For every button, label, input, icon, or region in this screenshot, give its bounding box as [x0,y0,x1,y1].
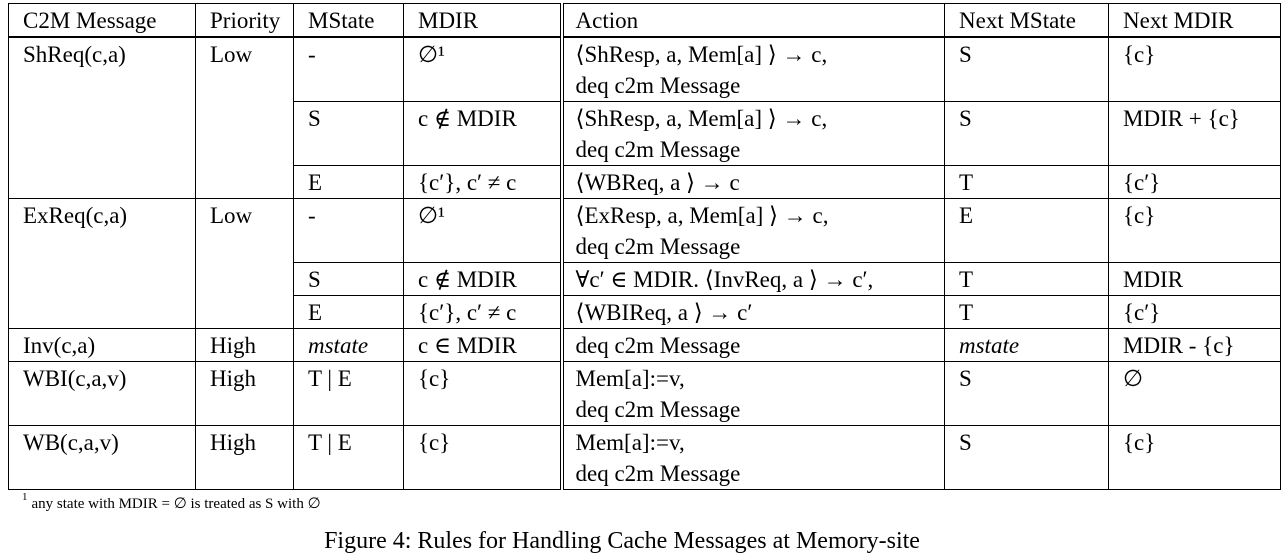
action-cell: ⟨WBReq, a ⟩ → c [559,165,945,199]
action-line: deq c2m Message [575,461,741,486]
mdir-cell: c ∉ MDIR [403,101,562,166]
next-mdir-cell: MDIR - {c} [1108,328,1281,362]
table-row: ExReq(c,a) Low - ∅¹ ⟨ExResp, a, Mem[a] ⟩… [8,198,1281,263]
mstate-cell: mstate [293,328,404,362]
col-header-priority: Priority [195,3,294,38]
message-cell: ExReq(c,a) [8,198,196,263]
col-header-message: C2M Message [8,3,196,38]
priority-cell [195,262,294,296]
message-cell [8,295,196,329]
action-line: deq c2m Message [575,73,741,98]
mdir-cell: {c} [403,425,562,490]
next-mstate-cell: T [944,165,1109,199]
next-mstate-cell: mstate [944,328,1109,362]
action-line: ⟨ShResp, a, Mem[a] ⟩ → c, [575,106,828,131]
mstate-cell: S [293,262,404,296]
action-line: deq c2m Message [575,137,741,162]
mstate-cell: - [293,198,404,263]
next-mstate-cell: S [944,36,1109,102]
action-line: ⟨ExResp, a, Mem[a] ⟩ → c, [575,203,829,228]
priority-cell: High [195,328,294,362]
action-line: deq c2m Message [575,397,741,422]
figure-caption: Figure 4: Rules for Handling Cache Messa… [324,528,920,554]
table-row: WB(c,a,v) High T | E {c} Mem[a]:=v, deq c… [8,425,1281,490]
header-row: C2M Message Priority MState MDIR Action … [8,3,1281,38]
footnote-marker: 1 [22,491,28,503]
next-mstate-cell: S [944,101,1109,166]
col-header-action: Action [559,3,945,38]
priority-cell: High [195,425,294,490]
mstate-cell: T | E [293,361,404,426]
next-mdir-cell: ∅ [1108,361,1281,426]
next-mdir-cell: {c′} [1108,165,1281,199]
next-mstate-cell: T [944,295,1109,329]
next-mstate-cell: S [944,425,1109,490]
priority-cell: Low [195,198,294,263]
action-line: ⟨ShResp, a, Mem[a] ⟩ → c, [575,42,828,67]
col-header-mstate: MState [293,3,404,38]
next-mdir-cell: {c} [1108,198,1281,263]
action-line: ⟨WBReq, a ⟩ → c [575,170,740,195]
next-mdir-cell: {c} [1108,36,1281,102]
action-line: deq c2m Message [575,333,741,358]
next-mdir-cell: MDIR + {c} [1108,101,1281,166]
action-line: ⟨WBIReq, a ⟩ → c′ [575,300,753,325]
action-line: deq c2m Message [575,234,741,259]
table-row: E {c′}, c′ ≠ c ⟨WBIReq, a ⟩ → c′ T {c′} [8,295,1281,329]
mdir-cell: {c′}, c′ ≠ c [403,165,562,199]
col-header-next-mstate: Next MState [944,3,1109,38]
table-row: S c ∉ MDIR ⟨ShResp, a, Mem[a] ⟩ → c, deq … [8,101,1281,166]
mdir-cell: c ∈ MDIR [403,328,562,362]
action-cell: ⟨ExResp, a, Mem[a] ⟩ → c, deq c2m Message [559,198,945,263]
mdir-cell: ∅¹ [403,36,562,102]
action-cell: Mem[a]:=v, deq c2m Message [559,361,945,426]
message-cell [8,262,196,296]
priority-cell: High [195,361,294,426]
action-cell: ⟨ShResp, a, Mem[a] ⟩ → c, deq c2m Message [559,101,945,166]
priority-cell [195,101,294,166]
mdir-cell: {c} [403,361,562,426]
next-mdir-cell: {c} [1108,425,1281,490]
table-row: WBI(c,a,v) High T | E {c} Mem[a]:=v, deq … [8,361,1281,426]
next-mstate-cell: S [944,361,1109,426]
action-cell: Mem[a]:=v, deq c2m Message [559,425,945,490]
priority-cell [195,295,294,329]
action-cell: ∀c′ ∈ MDIR. ⟨InvReq, a ⟩ → c′, [559,262,945,296]
table-row: ShReq(c,a) Low - ∅¹ ⟨ShResp, a, Mem[a] ⟩… [8,36,1281,102]
action-line: Mem[a]:=v, [575,366,685,391]
table-row: E {c′}, c′ ≠ c ⟨WBReq, a ⟩ → c T {c′} [8,165,1281,199]
message-cell: WB(c,a,v) [8,425,196,490]
next-mdir-cell: {c′} [1108,295,1281,329]
mstate-cell: E [293,165,404,199]
col-header-mdir: MDIR [403,3,562,38]
rules-table: C2M Message Priority MState MDIR Action … [8,3,1281,490]
next-mstate-cell: E [944,198,1109,263]
priority-cell [195,165,294,199]
action-cell: ⟨WBIReq, a ⟩ → c′ [559,295,945,329]
table-row: S c ∉ MDIR ∀c′ ∈ MDIR. ⟨InvReq, a ⟩ → c′… [8,262,1281,296]
mstate-cell: T | E [293,425,404,490]
mstate-cell: E [293,295,404,329]
priority-cell: Low [195,36,294,102]
message-cell [8,101,196,166]
mdir-cell: c ∉ MDIR [403,262,562,296]
mdir-cell: ∅¹ [403,198,562,263]
action-line: Mem[a]:=v, [575,430,685,455]
mstate-cell: - [293,36,404,102]
mstate-cell: S [293,101,404,166]
next-mstate-cell: T [944,262,1109,296]
message-cell: Inv(c,a) [8,328,196,362]
next-mdir-cell: MDIR [1108,262,1281,296]
table-footnote: 1 any state with MDIR = ∅ is treated as S… [22,490,321,513]
action-cell: deq c2m Message [559,328,945,362]
footnote-text: any state with MDIR = ∅ is treated as S … [31,496,321,512]
message-cell [8,165,196,199]
table-row: Inv(c,a) High mstate c ∈ MDIR deq c2m Me… [8,328,1281,362]
message-cell: WBI(c,a,v) [8,361,196,426]
message-cell: ShReq(c,a) [8,36,196,102]
mdir-cell: {c′}, c′ ≠ c [403,295,562,329]
action-line: ∀c′ ∈ MDIR. ⟨InvReq, a ⟩ → c′, [575,267,874,292]
action-cell: ⟨ShResp, a, Mem[a] ⟩ → c, deq c2m Message [559,36,945,102]
col-header-next-mdir: Next MDIR [1108,3,1281,38]
